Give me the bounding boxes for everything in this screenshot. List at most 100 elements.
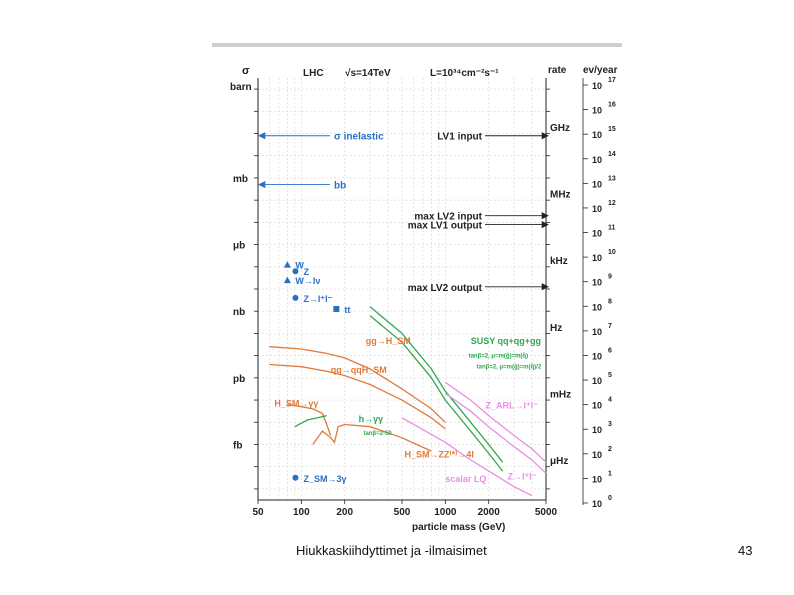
point-w-l-label: W→lν (295, 276, 320, 286)
point-w-label: W (295, 261, 304, 271)
ev-base-0: 10 (592, 499, 602, 509)
point-w-l (283, 276, 291, 284)
ev-base-12: 10 (592, 204, 602, 214)
ev-base-10: 10 (592, 253, 602, 263)
header-lumi: L=10³⁴cm⁻²s⁻¹ (430, 68, 499, 79)
annotation-scalar-lq-11: scalar LQ (445, 474, 486, 484)
ev-exponent-8: 8 (608, 298, 612, 305)
annotation-tan-2-50-4: tanβ=2-50 (363, 431, 392, 437)
y-left-labels: mb μb nb pb fb (233, 174, 248, 452)
point-w (283, 261, 291, 268)
ev-exponent-3: 3 (608, 421, 612, 428)
ev-base-4: 10 (592, 401, 602, 411)
annotation-gg-h-sm-0: gg→H_SM (366, 336, 411, 346)
ev-base-7: 10 (592, 327, 602, 337)
annotation-z-l-l-10: Z→l⁺l⁻ (507, 472, 536, 482)
level-max-lv1-output-label: max LV1 output (408, 221, 483, 232)
ev-base-11: 10 (592, 229, 602, 239)
cross-section-chart: σ barn LHC √s=14TeV L=10³⁴cm⁻²s⁻¹ rate ev/year… (212, 43, 622, 533)
grid (258, 78, 547, 500)
page-number: 43 (738, 543, 753, 558)
x-tick-label-200: 200 (336, 507, 353, 518)
rate-label-ghz: GHz (550, 123, 570, 134)
ev-base-16: 10 (592, 106, 602, 116)
y-right-labels: GHzMHzkHzHzmHzμHz10171016101510141013101… (550, 77, 616, 509)
series-z-arl-l-l (444, 381, 547, 463)
header-sqrt-s: √s=14TeV (345, 68, 391, 79)
ev-exponent-16: 16 (608, 102, 616, 109)
point-z-label: Z (303, 267, 309, 277)
ev-base-8: 10 (592, 302, 602, 312)
series-h-sm-zz-4l (312, 423, 432, 452)
level-max-lv2-input-label: max LV2 input (414, 212, 482, 223)
rate-label-mhz: MHz (550, 189, 571, 200)
ev-exponent-17: 17 (608, 77, 616, 84)
ev-base-14: 10 (592, 155, 602, 165)
x-axis-label: particle mass (GeV) (412, 522, 505, 533)
footer-text: Hiukkaskiihdyttimet ja -ilmaisimet (296, 543, 487, 558)
annotation-h-3: h→γγ (359, 414, 384, 424)
level-inelastic-label: σ inelastic (334, 132, 384, 143)
point-z-sm-3 (292, 474, 299, 481)
ev-base-2: 10 (592, 450, 602, 460)
annotation-h-sm-2: H_SM→γγ (274, 398, 318, 408)
chart-top-border (212, 43, 622, 47)
y-label-b: μb (233, 241, 245, 252)
x-tick-label-1000: 1000 (434, 507, 457, 518)
x-tick-label-50: 50 (252, 507, 264, 518)
rate-label-mhz: mHz (550, 389, 571, 400)
point-z-l-l-label: Z→l⁺l⁻ (303, 294, 332, 304)
data-points: WZW→lν Z→l⁺l⁻ tt Z_SM→3γ (283, 261, 350, 484)
series-qq-qqh-sm (269, 363, 446, 430)
rate-label-hz: Hz (550, 323, 562, 334)
annotation-susy-qq-qg-gg-5: SUSY qq+qg+gg (471, 336, 541, 346)
series-h (294, 414, 327, 428)
point-tt (333, 305, 340, 312)
point-z (292, 268, 299, 275)
rate-label-hz: μHz (550, 456, 568, 467)
x-tick-label-500: 500 (394, 507, 411, 518)
level-max-lv2-output-label: max LV2 output (408, 283, 483, 294)
ev-base-13: 10 (592, 179, 602, 189)
ev-base-6: 10 (592, 351, 602, 361)
ev-base-15: 10 (592, 130, 602, 140)
y-label-nb: nb (233, 307, 245, 318)
series-scalar-lq (401, 417, 533, 497)
ev-exponent-4: 4 (608, 397, 612, 404)
ev-exponent-1: 1 (608, 470, 612, 477)
ev-exponent-7: 7 (608, 323, 612, 330)
level-bb-label: bb (334, 181, 346, 192)
ev-base-17: 10 (592, 81, 602, 91)
y-label-mb: mb (233, 174, 248, 185)
y-label-fb: fb (233, 440, 242, 451)
ev-exponent-10: 10 (608, 249, 616, 256)
ev-exponent-6: 6 (608, 347, 612, 354)
x-tick-label-2000: 2000 (478, 507, 501, 518)
point-z-sm-3-label: Z_SM→3γ (303, 474, 346, 484)
point-z-l-l (292, 294, 299, 301)
series-z-l-l-heavy (444, 392, 547, 474)
ev-exponent-5: 5 (608, 372, 612, 379)
annotation-qq-qqh-sm-1: qq→qqH_SM (331, 365, 387, 375)
annotation-tan-2-m-g-m-q-6: tanβ=2, μ=m(g̃)=m(q̃) (469, 353, 529, 359)
header-rate: rate (548, 65, 567, 76)
annotation-tan-2-m-g-m-q-2-7: tanβ=2, μ=m(g̃)=m(q̃)/2 (477, 365, 542, 371)
series-susy-qq-qg-gg-a (369, 306, 504, 463)
ev-base-1: 10 (592, 474, 602, 484)
ev-exponent-13: 13 (608, 175, 616, 182)
point-tt-label: tt (344, 305, 350, 315)
ev-exponent-12: 12 (608, 200, 616, 207)
ev-exponent-14: 14 (608, 151, 616, 158)
series-h-sm (287, 403, 332, 436)
ev-base-9: 10 (592, 278, 602, 288)
series-lines (269, 306, 547, 497)
ev-exponent-15: 15 (608, 126, 616, 133)
ev-exponent-9: 9 (608, 274, 612, 281)
x-axis: 50 100 200 500 1000 2000 5000 particle mass (Ge… (252, 500, 558, 533)
x-tick-label-5000: 5000 (535, 507, 558, 518)
header-ev-year: ev/year (583, 65, 618, 76)
x-tick-label-100: 100 (293, 507, 310, 518)
annotation-h-sm-zz-4l-8: H_SM→ZZ⁽*⁾→4l (404, 449, 473, 459)
y-label-pb: pb (233, 374, 245, 385)
